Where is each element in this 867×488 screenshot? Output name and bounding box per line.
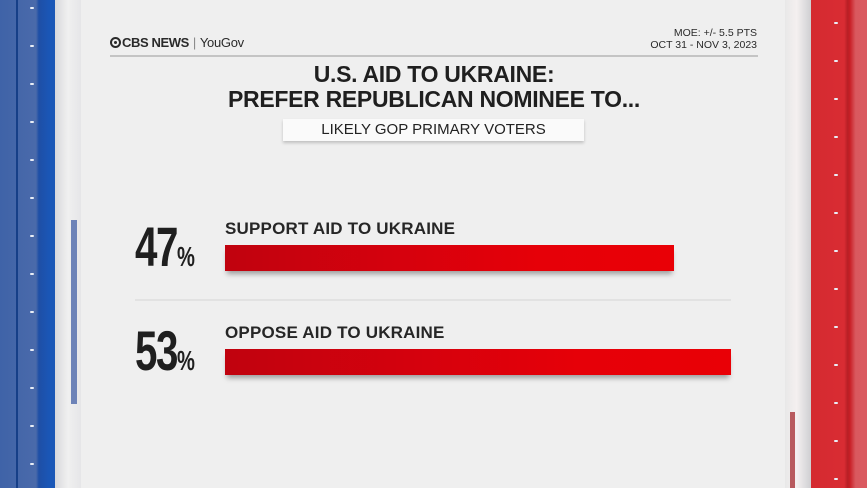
rail-tick-mark bbox=[834, 250, 838, 252]
result-label: SUPPORT AID TO UKRAINE bbox=[225, 219, 456, 238]
rail-tick-mark bbox=[30, 273, 34, 275]
rail-tick-mark bbox=[834, 288, 838, 290]
rail-tick-mark bbox=[30, 83, 34, 85]
poll-meta: MOE: +/- 5.5 PTS OCT 31 - NOV 3, 2023 bbox=[650, 27, 757, 51]
result-bar bbox=[225, 245, 674, 271]
rail-tick-mark bbox=[30, 7, 34, 9]
rail-tick-mark bbox=[834, 22, 838, 24]
rail-tick-mark bbox=[30, 387, 34, 389]
rail-tick-mark bbox=[30, 197, 34, 199]
rail-tick-mark bbox=[30, 425, 34, 427]
brand-logo: CBS NEWS | YouGov bbox=[110, 35, 244, 50]
rail-tick-mark bbox=[30, 235, 34, 237]
right-rail-shadow bbox=[785, 0, 811, 488]
rail-edge bbox=[16, 0, 18, 488]
percent-value: 47% bbox=[135, 219, 195, 285]
rail-tick-mark bbox=[834, 440, 838, 442]
rail-tick-mark bbox=[834, 136, 838, 138]
rail-tick-mark bbox=[30, 463, 34, 465]
header-rule bbox=[110, 55, 758, 57]
right-decorative-rail bbox=[810, 0, 867, 488]
percent-number: 47 bbox=[135, 215, 178, 278]
cbs-eye-icon bbox=[110, 37, 121, 48]
result-bar bbox=[225, 349, 731, 375]
rail-tick-mark bbox=[30, 121, 34, 123]
chart-title: U.S. AID TO UKRAINE: PREFER REPUBLICAN N… bbox=[110, 62, 758, 112]
row-divider bbox=[135, 299, 731, 301]
brand-separator: | bbox=[192, 35, 196, 50]
population-subtitle: LIKELY GOP PRIMARY VOTERS bbox=[283, 119, 584, 141]
rail-tick-mark bbox=[30, 311, 34, 313]
title-line-2: PREFER REPUBLICAN NOMINEE TO... bbox=[228, 86, 640, 112]
rail-tick-mark bbox=[834, 478, 838, 480]
rail-tick-mark bbox=[30, 349, 34, 351]
rail-tick-mark bbox=[834, 60, 838, 62]
rail-tick-mark bbox=[834, 326, 838, 328]
cbs-news-wordmark: CBS NEWS bbox=[122, 35, 189, 50]
rail-tick-mark bbox=[834, 402, 838, 404]
margin-of-error: MOE: +/- 5.5 PTS bbox=[673, 27, 757, 39]
title-line-1: U.S. AID TO UKRAINE: bbox=[313, 61, 555, 87]
left-accent-strip bbox=[71, 220, 77, 404]
rail-tick-mark bbox=[834, 174, 838, 176]
rail-tick-mark bbox=[834, 212, 838, 214]
result-label: OPPOSE AID TO UKRAINE bbox=[225, 323, 445, 342]
rail-tick-mark bbox=[30, 159, 34, 161]
yougov-wordmark: YouGov bbox=[199, 35, 244, 50]
percent-number: 53 bbox=[135, 319, 178, 382]
rail-tick-mark bbox=[30, 45, 34, 47]
poll-dates: OCT 31 - NOV 3, 2023 bbox=[650, 39, 757, 51]
percent-sign: % bbox=[176, 345, 195, 376]
rail-tick-mark bbox=[834, 98, 838, 100]
left-rail-shadow bbox=[55, 0, 81, 488]
percent-sign: % bbox=[176, 241, 195, 272]
graphic-panel bbox=[81, 0, 785, 488]
right-accent-strip bbox=[790, 412, 795, 488]
rail-tick-mark bbox=[834, 364, 838, 366]
percent-value: 53% bbox=[135, 323, 195, 389]
